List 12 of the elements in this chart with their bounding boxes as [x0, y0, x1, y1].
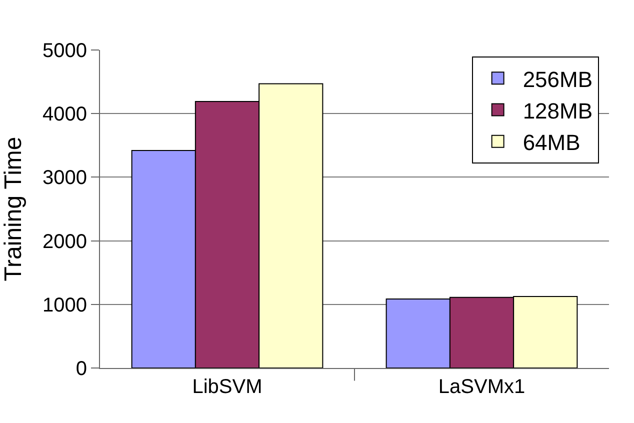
y-tick-label: 0	[76, 358, 87, 380]
y-tick-label: 2000	[42, 230, 87, 253]
y-tick-label: 5000	[42, 40, 87, 62]
legend-label: 64MB	[522, 130, 580, 155]
legend-label: 128MB	[522, 98, 593, 124]
y-tick-label: 4000	[42, 104, 87, 126]
y-tick-label: 3000	[42, 167, 87, 190]
x-tick-label: LaSVMx1	[438, 376, 526, 398]
x-tick-label: LibSVM	[192, 376, 262, 398]
y-axis-title: Training Time	[0, 136, 27, 282]
legend-label: 256MB	[522, 66, 593, 92]
y-tick-label: 1000	[42, 294, 87, 316]
